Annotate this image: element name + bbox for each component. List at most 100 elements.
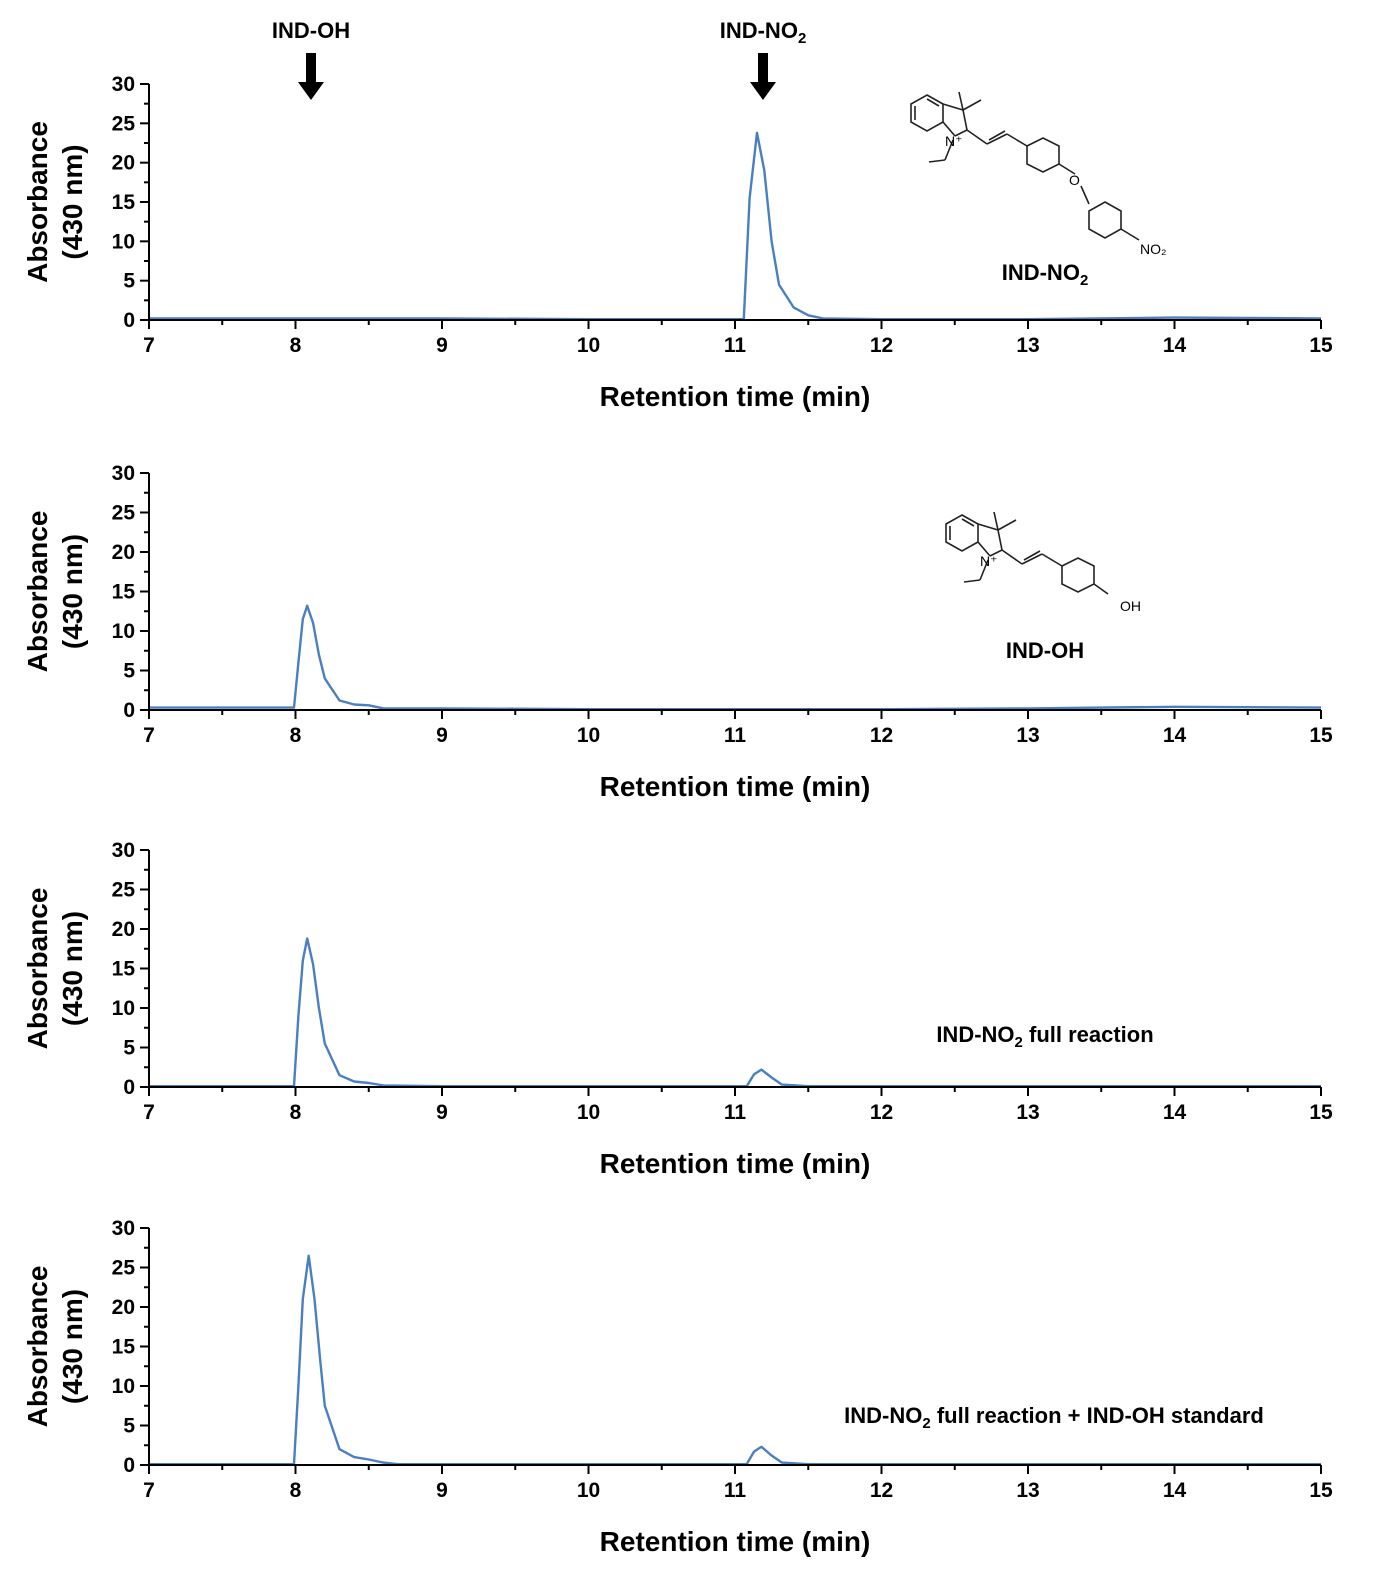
x-tick-label: 11	[724, 1479, 747, 1502]
y-tick-label: 30	[112, 839, 135, 862]
y-tick-label: 5	[123, 1037, 135, 1060]
x-tick-label: 12	[870, 1101, 893, 1124]
x-tick-label: 14	[1163, 334, 1187, 357]
y-tick-label: 30	[112, 73, 135, 96]
x-tick-label: 7	[143, 1101, 155, 1124]
chromatogram-panel-2: 7 8 9 10 11 12 13 14 15 0 5 10 15 20 25 30 Retention tim…	[22, 462, 1333, 802]
y-tick-label: 5	[123, 1415, 135, 1438]
down-arrow-icon	[298, 53, 324, 100]
x-tick-label: 15	[1309, 1101, 1333, 1124]
y-tick-label: 20	[112, 541, 135, 564]
y-tick-label: 30	[112, 1217, 135, 1240]
ind-oh-structure-oh-label: OH	[1120, 598, 1141, 614]
y-tick-label: 15	[112, 1336, 136, 1359]
sample-label-base: IND-NO	[1002, 260, 1080, 285]
x-tick-label: 9	[436, 334, 448, 357]
y-tick-label: 20	[112, 918, 135, 941]
x-tick-label: 9	[436, 724, 448, 747]
y-tick-label: 15	[112, 581, 136, 604]
x-tick-label: 7	[143, 334, 155, 357]
y-tick-label: 30	[112, 462, 135, 485]
y-tick-label: 20	[112, 1296, 135, 1319]
x-tick-label: 8	[290, 1101, 302, 1124]
x-tick-label: 8	[290, 334, 302, 357]
y-axis-title-line1: Absorbance	[22, 121, 53, 283]
y-tick-label: 10	[112, 1375, 135, 1398]
x-tick-label: 15	[1309, 334, 1333, 357]
x-tick-label: 14	[1163, 1479, 1187, 1502]
x-tick-label: 12	[870, 334, 893, 357]
x-axis-title: Retention time (min)	[600, 381, 871, 412]
y-tick-label: 15	[112, 958, 136, 981]
x-tick-label: 12	[870, 1479, 893, 1502]
sample-label-base: IND-OH	[1006, 638, 1084, 663]
sample-label-subscript: 2	[922, 1415, 930, 1432]
x-tick-label: 11	[724, 1101, 747, 1124]
sample-label-subscript: 2	[1015, 1034, 1023, 1051]
x-tick-label: 8	[290, 724, 302, 747]
ind-no2-structure-o-label: O	[1069, 172, 1080, 188]
x-tick-label: 11	[724, 334, 747, 357]
arrow-label-base: IND-NO	[720, 18, 798, 43]
y-axis-title-line2: (430 nm)	[57, 144, 88, 259]
x-tick-label: 13	[1016, 1101, 1039, 1124]
sample-label-rest: full reaction	[1023, 1022, 1154, 1047]
chromatogram-panel-1: 7 8 9 10 11 12 13 14 15 0 5 10 15 20 25 30 Retention tim…	[22, 73, 1333, 412]
y-tick-label: 0	[123, 1454, 135, 1477]
sample-label: IND-NO2 full reaction + IND-OH standard	[844, 1403, 1264, 1432]
y-tick-label: 0	[123, 699, 135, 722]
x-axis-title: Retention time (min)	[600, 1526, 871, 1557]
sample-label: IND-NO2	[1002, 260, 1089, 289]
down-arrow-icon	[750, 53, 776, 100]
x-tick-label: 13	[1016, 724, 1039, 747]
ind-no2-structure-no2-label: NO₂	[1140, 241, 1166, 257]
arrow-label-ind-oh: IND-OH	[272, 18, 350, 43]
x-tick-label: 10	[577, 1479, 600, 1502]
x-tick-label: 10	[577, 1101, 600, 1124]
sample-label-subscript: 2	[1080, 272, 1088, 289]
x-tick-label: 14	[1163, 1101, 1187, 1124]
sample-label-base: IND-NO	[844, 1403, 922, 1428]
y-axis-title-line1: Absorbance	[22, 1266, 53, 1428]
y-axis-title-line1: Absorbance	[22, 511, 53, 673]
arrow-label-subscript: 2	[798, 30, 806, 47]
x-axis-title: Retention time (min)	[600, 1148, 871, 1179]
y-tick-label: 10	[112, 997, 135, 1020]
y-tick-label: 15	[112, 191, 136, 214]
ind-no2-structure-n-label: N⁺	[945, 133, 963, 149]
x-tick-label: 9	[436, 1479, 448, 1502]
sample-label-base: IND-NO	[936, 1022, 1014, 1047]
x-tick-label: 13	[1016, 334, 1039, 357]
x-tick-label: 8	[290, 1479, 302, 1502]
y-tick-label: 0	[123, 309, 135, 332]
y-axis-title-line1: Absorbance	[22, 888, 53, 1050]
y-tick-label: 0	[123, 1076, 135, 1099]
sample-label: IND-NO2 full reaction	[936, 1022, 1153, 1051]
x-tick-label: 14	[1163, 724, 1187, 747]
y-tick-label: 25	[112, 879, 136, 902]
absorbance-trace	[149, 1254, 1321, 1466]
y-tick-label: 10	[112, 230, 135, 253]
x-axis-title: Retention time (min)	[600, 771, 871, 802]
arrow-label-ind-no2: IND-NO2	[720, 18, 807, 47]
x-tick-label: 7	[143, 724, 155, 747]
x-tick-label: 11	[724, 724, 747, 747]
peak-arrow-annotations: IND-OH IND-NO2	[272, 18, 806, 100]
y-tick-label: 25	[112, 112, 136, 135]
chromatogram-panel-3: 7 8 9 10 11 12 13 14 15 0 5 10 15 20 25 30 Retention tim…	[22, 839, 1333, 1179]
sample-label: IND-OH	[1006, 638, 1084, 663]
ind-oh-structure-n-label: N⁺	[980, 553, 998, 569]
y-axis-title-line2: (430 nm)	[57, 534, 88, 649]
x-tick-label: 9	[436, 1101, 448, 1124]
ind-no2-structure-image	[910, 91, 1140, 241]
y-tick-label: 25	[112, 1257, 136, 1280]
absorbance-trace	[149, 604, 1322, 711]
absorbance-trace	[149, 131, 1322, 321]
sample-label-rest: full reaction + IND-OH standard	[931, 1403, 1264, 1428]
x-tick-label: 15	[1309, 724, 1333, 747]
x-tick-label: 13	[1016, 1479, 1039, 1502]
absorbance-trace	[149, 937, 1321, 1088]
y-tick-label: 5	[123, 270, 135, 293]
